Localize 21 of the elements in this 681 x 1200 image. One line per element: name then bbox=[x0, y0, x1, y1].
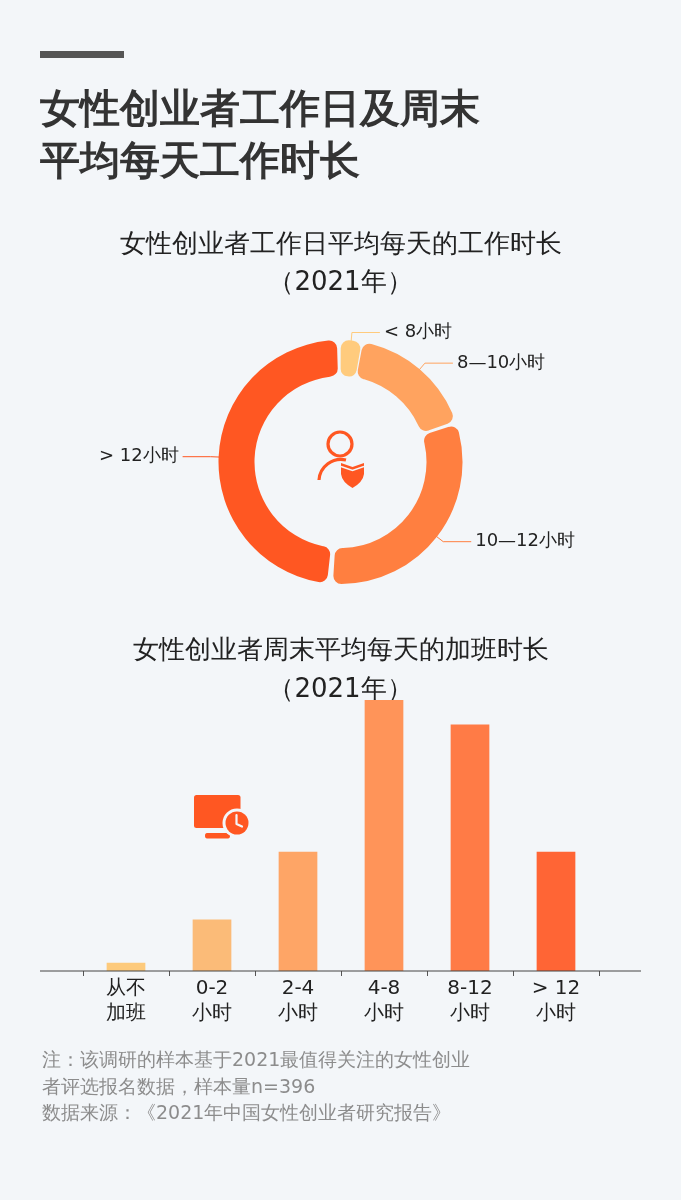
chart-subtitle: （2021年） bbox=[267, 265, 414, 298]
x-tick-label: 4-8小时 bbox=[364, 974, 404, 1024]
x-tick-label: 0-2小时 bbox=[192, 974, 232, 1024]
bar bbox=[536, 851, 576, 971]
chart-title: 女性创业者工作日平均每天的工作时长 bbox=[118, 227, 563, 260]
bar bbox=[364, 700, 404, 971]
bar bbox=[278, 851, 318, 971]
text: 注：该调研的样本基于2021最值得关注的女性创业者评选报名数据，样本量n=396 bbox=[42, 1047, 472, 1099]
x-tick-label: > 12小时 bbox=[531, 974, 581, 1024]
slice-label: 8—10小时 bbox=[456, 350, 546, 372]
x-tick-label: 8-12小时 bbox=[447, 974, 493, 1024]
x-tick-label: 2-4小时 bbox=[278, 974, 318, 1024]
source-note: 数据来源：《2021年中国女性创业者研究报告》 bbox=[42, 1100, 453, 1125]
bar bbox=[450, 724, 490, 971]
chart-title: 女性创业者周末平均每天的加班时长 bbox=[131, 633, 550, 666]
text: 女性创业者工作日及周末平均每天工作时长 bbox=[40, 84, 481, 185]
x-tick-label: 从不加班 bbox=[106, 974, 146, 1024]
slice-label: 10—12小时 bbox=[475, 529, 576, 551]
bar bbox=[192, 919, 232, 971]
slice-label: > 12小时 bbox=[98, 444, 179, 466]
slice-label: < 8小时 bbox=[383, 320, 453, 342]
